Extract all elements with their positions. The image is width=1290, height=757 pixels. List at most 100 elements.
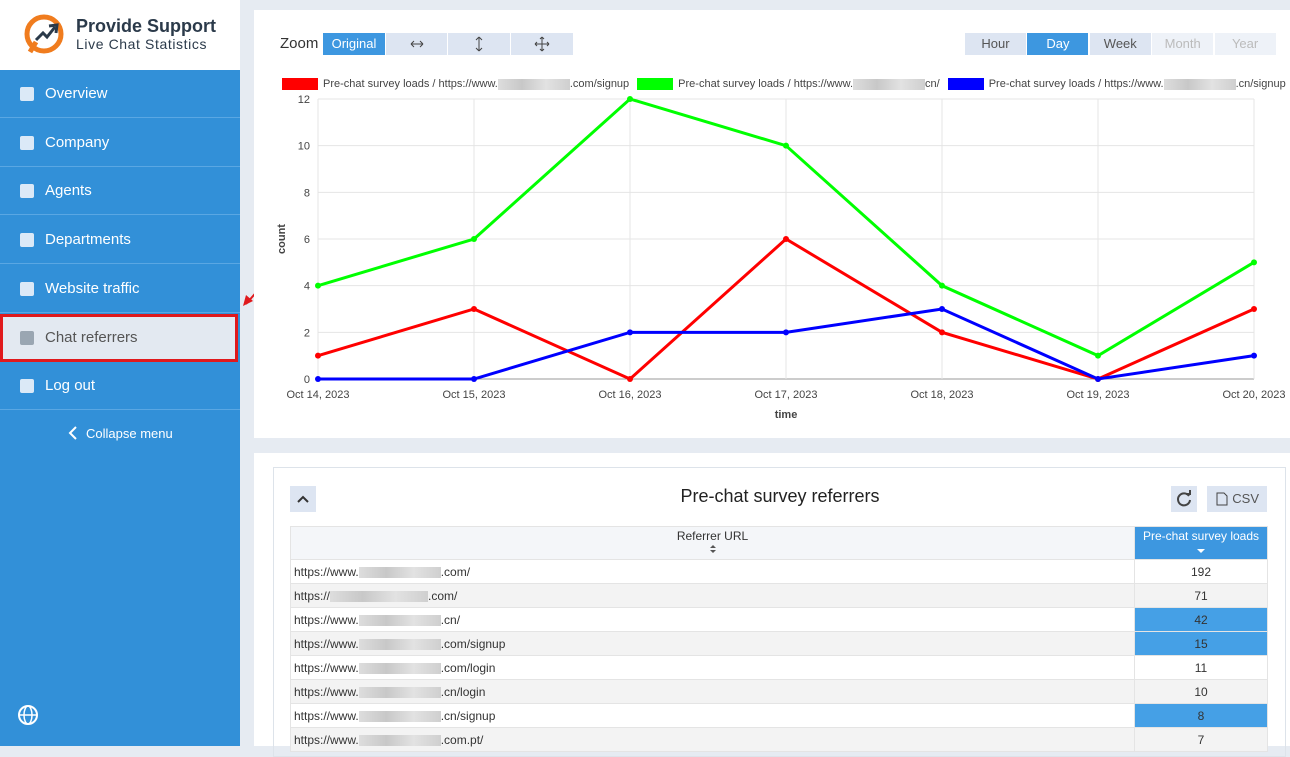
- referrer-url: https://www. .cn/signup: [290, 703, 1135, 728]
- redaction: [358, 638, 441, 650]
- table-body: https://www. .com/192 https://.com/71 https…: [290, 559, 1268, 752]
- x-axis-label: time: [775, 409, 798, 421]
- column-title: Referrer URL: [676, 529, 749, 543]
- sidebar: Provide Support Live Chat Statistics Ove…: [0, 0, 240, 746]
- data-point: [315, 282, 321, 289]
- menu-item[interactable]: Departments: [0, 216, 240, 265]
- data-point: [939, 306, 945, 312]
- y-tick-label: 4: [304, 281, 310, 293]
- referrer-url: https://www. .com/: [290, 559, 1135, 584]
- chart: 0 2 4 6 8 10 12 Oct 14, 2023 Oct 15, 2023 Oct 16,…: [276, 94, 1286, 421]
- menu-item[interactable]: Company: [0, 119, 240, 167]
- logo[interactable]: Provide Support Live Chat Statistics: [0, 0, 240, 70]
- legend-label: Pre-chat survey loads / https://www.: [678, 78, 854, 90]
- zoom-original[interactable]: Original: [323, 33, 385, 55]
- menu-label: Company: [45, 133, 110, 151]
- table-title: Pre-chat survey referrers: [680, 486, 880, 506]
- loads: 71: [1134, 583, 1268, 608]
- x-tick-label: Oct 20, 2023: [1223, 389, 1286, 401]
- file-icon: [1216, 492, 1228, 506]
- legend-swatch: [282, 78, 318, 90]
- brand: Provide Support: [76, 16, 217, 36]
- x-tick-label: Oct 16, 2023: [599, 389, 662, 401]
- referrer-url: https://www. .cn/login: [290, 679, 1135, 704]
- url-prefix: https://www.: [294, 684, 359, 699]
- period-button[interactable]: Hour: [965, 33, 1026, 55]
- loads: 7: [1134, 727, 1268, 752]
- language-icon[interactable]: [16, 703, 40, 727]
- y-tick-label: 0: [304, 374, 310, 386]
- redaction: [853, 78, 926, 90]
- menu-item[interactable]: Agents: [0, 167, 240, 216]
- table-row: https://www. .com.pt/7: [290, 727, 1268, 752]
- menu-icon: [20, 87, 34, 101]
- table-row: https://www. .cn/signup 8: [290, 703, 1268, 728]
- y-tick-label: 10: [298, 141, 310, 153]
- url-suffix: .cn/: [440, 612, 461, 627]
- period-button[interactable]: Year: [1214, 33, 1276, 55]
- legend-label-suffix: .com/signup: [569, 78, 630, 90]
- legend-label-suffix: .cn/signup: [1235, 78, 1286, 90]
- url-suffix: .com/login: [440, 660, 496, 675]
- menu-item[interactable]: Log out: [0, 362, 240, 411]
- menu-icon: [20, 184, 34, 199]
- zoom-y-icon: [475, 36, 483, 52]
- period-button[interactable]: Month: [1152, 33, 1214, 55]
- column-title: Pre-chat survey loads: [1142, 529, 1260, 543]
- menu-item[interactable]: Chat referrers: [0, 313, 238, 362]
- data-point: [1251, 259, 1257, 266]
- redaction: [1163, 78, 1236, 90]
- x-tick-label: Oct 18, 2023: [911, 389, 974, 401]
- zoom-xy[interactable]: [511, 33, 573, 55]
- table-header: Referrer URL Pre-chat survey loads: [290, 526, 1268, 560]
- column-header[interactable]: Referrer URL: [290, 526, 1135, 560]
- table-row: https://www. .com/signup 15: [290, 631, 1268, 656]
- data-point: [783, 142, 789, 149]
- data-point: [939, 329, 945, 336]
- column-header[interactable]: Pre-chat survey loads: [1134, 526, 1268, 560]
- zoom-y[interactable]: [448, 33, 510, 55]
- url-suffix: .cn/login: [440, 684, 486, 699]
- legend-label: Pre-chat survey loads / https://www.: [323, 78, 498, 90]
- redaction: [358, 734, 441, 746]
- table-row: https://www. .com/login 11: [290, 655, 1268, 680]
- menu-icon: [20, 135, 34, 150]
- data-point: [1095, 376, 1101, 382]
- zoom-x[interactable]: [386, 33, 447, 55]
- table-row: https:// .com/71: [290, 583, 1268, 608]
- loads: 42: [1134, 607, 1268, 632]
- data-point: [939, 282, 945, 289]
- menu-label: Departments: [45, 231, 131, 249]
- redaction: [497, 78, 570, 90]
- menu-item[interactable]: Website traffic: [0, 265, 240, 313]
- redaction: [358, 686, 441, 698]
- legend-item[interactable]: Pre-chat survey loads / https://www. .cn/…: [947, 78, 1286, 90]
- url-prefix: https://www.: [294, 636, 359, 651]
- chevron-up: [297, 495, 309, 503]
- refresh-button[interactable]: [1171, 486, 1197, 512]
- url-suffix: .cn/signup: [440, 708, 496, 723]
- x-tick-label: Oct 15, 2023: [443, 389, 506, 401]
- data-point: [783, 236, 789, 242]
- y-tick-label: 8: [304, 187, 310, 199]
- referrer-url: https://www. .com.pt/: [290, 727, 1135, 752]
- table-row: https://www. .com/192: [290, 559, 1268, 584]
- referrer-url: https://www. .cn/: [290, 607, 1135, 632]
- loads: 10: [1134, 679, 1268, 704]
- collapse-menu[interactable]: Collapse menu: [86, 426, 173, 441]
- menu-item[interactable]: Overview: [0, 70, 240, 118]
- y-tick-label: 2: [304, 327, 310, 339]
- data-point: [471, 306, 477, 312]
- legend-swatch: [947, 78, 984, 90]
- legend-item[interactable]: Pre-chat survey loads / https://www. .com…: [282, 78, 629, 90]
- legend-item[interactable]: Pre-chat survey loads / https://www. cn/: [637, 78, 940, 90]
- redaction: [358, 566, 441, 578]
- period-button[interactable]: Week: [1089, 33, 1151, 55]
- data-point: [471, 236, 477, 242]
- collapse-table[interactable]: [290, 486, 316, 512]
- referrers-table: Referrer URL Pre-chat survey loads https…: [290, 526, 1268, 752]
- csv-button[interactable]: CSV: [1207, 486, 1267, 512]
- url-prefix: https://www.: [294, 564, 359, 579]
- period-button[interactable]: Day: [1027, 33, 1089, 55]
